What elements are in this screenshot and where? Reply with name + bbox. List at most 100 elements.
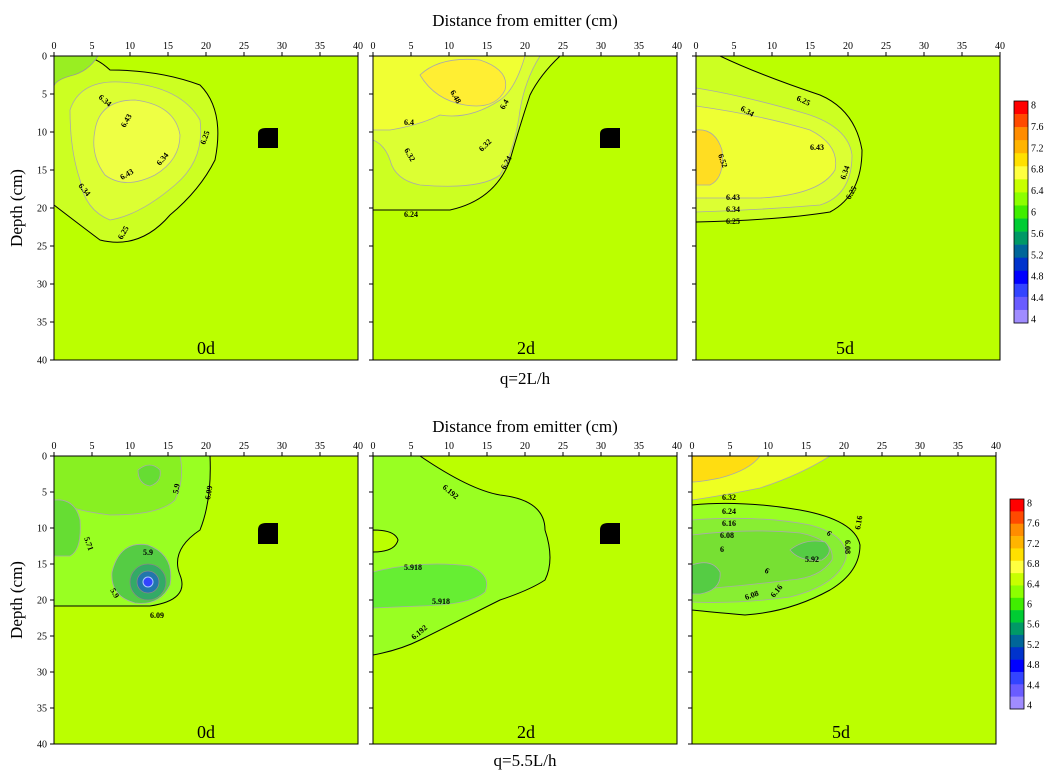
y-tick-label: 40 (37, 740, 47, 751)
colorbar-tick-label: 6.8 (1027, 559, 1040, 570)
axis-ticks: 0 5 10 15 20 25 30 35 40 0 5 10 15 20 25 30 35 40 0 5 10 15 20… (37, 41, 1005, 751)
x-tick-label: 25 (239, 41, 249, 52)
x-tick-label: 35 (634, 41, 644, 52)
y-tick-label: 35 (37, 704, 47, 715)
colorbar-swatch (1010, 647, 1024, 660)
x-tick-label: 40 (353, 441, 363, 452)
colorbar-swatch (1010, 573, 1024, 586)
isoline-label: 6 (763, 566, 771, 576)
isoline-label: 6.16 (722, 519, 736, 528)
colorbar-tick-label: 8 (1027, 499, 1032, 510)
colorbar-swatch (1010, 499, 1024, 512)
isoline-label: 6.34 (726, 205, 740, 214)
colorbar-tick-label: 4.4 (1031, 293, 1044, 304)
y-tick-label: 5 (42, 488, 47, 499)
colorbar-swatch (1014, 192, 1028, 206)
colorbar-swatch (1014, 270, 1028, 285)
y-tick-label: 25 (37, 242, 47, 253)
colorbar-swatch (1014, 166, 1028, 180)
colorbar-tick-label: 4.8 (1027, 660, 1040, 671)
isoline-label: 6.08 (744, 589, 760, 602)
isoline-label: 5.9 (171, 483, 182, 494)
colorbar-tick-label: 4.4 (1027, 680, 1040, 691)
colorbar-swatch (1010, 597, 1024, 611)
y-tick-label: 25 (37, 632, 47, 643)
isoline-label: 6.08 (843, 540, 852, 554)
colorbars: 8 7.6 7.2 6.8 6.4 6 5.6 5.2 4.8 4.4 4 8 7.6 7.2 6.8 6.4… (1009, 101, 1044, 712)
panel-row2-2d: 2d 6.192 5.918 5.918 6.192 (372, 455, 678, 745)
x-tick-label: 5 (732, 41, 737, 52)
isoline-label: 6.08 (720, 531, 734, 540)
colorbar-swatch (1014, 205, 1028, 219)
colorbar-swatch (1014, 257, 1028, 272)
panel-label-row2-5d: 5d (832, 722, 850, 742)
x-tick-label: 10 (125, 41, 135, 52)
x-axis-title-row-1: Distance from emitter (cm) (432, 11, 618, 30)
isoline-label: 5.9 (143, 548, 153, 557)
isoline-label: 6.24 (404, 210, 418, 219)
colorbar-swatch (1014, 127, 1028, 141)
x-tick-label: 35 (315, 441, 325, 452)
x-tick-label: 15 (163, 441, 173, 452)
x-tick-label: 0 (52, 41, 57, 52)
y-tick-label: 5 (42, 90, 47, 101)
colorbar-swatch (1014, 140, 1028, 154)
isoline-label: 6.16 (853, 515, 864, 530)
panel-label-row2-2d: 2d (517, 722, 535, 742)
x-tick-label: 5 (409, 41, 414, 52)
x-tick-label: 15 (482, 441, 492, 452)
x-tick-label: 40 (991, 441, 1001, 452)
isoline-label: 6.25 (726, 217, 740, 226)
isoline-label: 5.92 (805, 555, 819, 564)
isoline-label: 6.09 (203, 485, 214, 500)
isoline-label: 6.4 (404, 118, 414, 127)
y-tick-label: 40 (37, 356, 47, 367)
x-tick-label: 0 (52, 441, 57, 452)
x-tick-label: 5 (728, 441, 733, 452)
y-axis-title-row-1: Depth (cm) (7, 169, 26, 247)
panel-label-row2-0d: 0d (197, 722, 215, 742)
x-tick-label: 5 (409, 441, 414, 452)
x-tick-label: 30 (277, 41, 287, 52)
x-tick-label: 20 (520, 441, 530, 452)
isoline-label: 5.71 (82, 536, 95, 552)
row-2: Distance from emitter (cm) Depth (cm) q=… (7, 417, 997, 770)
colorbar-tick-label: 7.2 (1031, 143, 1044, 154)
colorbar-tick-label: 4 (1031, 315, 1036, 326)
colorbar-frame (1009, 498, 1025, 710)
x-tick-label: 0 (371, 41, 376, 52)
x-tick-label: 30 (919, 41, 929, 52)
colorbar-swatch (1014, 218, 1028, 232)
x-tick-label: 30 (596, 41, 606, 52)
isoline-label: 5.918 (432, 597, 450, 606)
colorbar-tick-label: 4 (1027, 701, 1032, 712)
colorbar-tick-label: 6 (1031, 208, 1036, 219)
x-tick-label: 5 (90, 441, 95, 452)
isoline-label: 6.52 (716, 153, 729, 169)
x-tick-label: 30 (915, 441, 925, 452)
isoline-label: 6.34 (838, 164, 851, 180)
colorbar-tick-label: 5.6 (1031, 229, 1044, 240)
panel-row1-5d: 5d 6.34 6.25 6.52 6.43 6.34 6.43 6.34 6.… (695, 55, 1001, 361)
y-tick-label: 20 (37, 596, 47, 607)
x-tick-label: 10 (444, 441, 454, 452)
colorbar-swatch (1010, 610, 1024, 623)
x-tick-label: 15 (163, 41, 173, 52)
y-tick-label: 0 (42, 452, 47, 463)
x-tick-label: 25 (239, 441, 249, 452)
colorbar-tick-label: 4.8 (1031, 272, 1044, 283)
x-tick-label: 25 (877, 441, 887, 452)
colorbar-tick-label: 5.2 (1031, 250, 1044, 261)
x-tick-label: 35 (957, 41, 967, 52)
y-tick-label: 10 (37, 524, 47, 535)
x-tick-label: 40 (995, 41, 1005, 52)
x-tick-label: 20 (520, 41, 530, 52)
x-tick-label: 40 (672, 441, 682, 452)
colorbar-swatch (1010, 696, 1024, 710)
colorbar-swatch (1010, 671, 1024, 685)
x-tick-label: 10 (767, 41, 777, 52)
colorbar-swatch (1010, 511, 1024, 525)
x-tick-label: 20 (201, 441, 211, 452)
x-tick-label: 20 (839, 441, 849, 452)
